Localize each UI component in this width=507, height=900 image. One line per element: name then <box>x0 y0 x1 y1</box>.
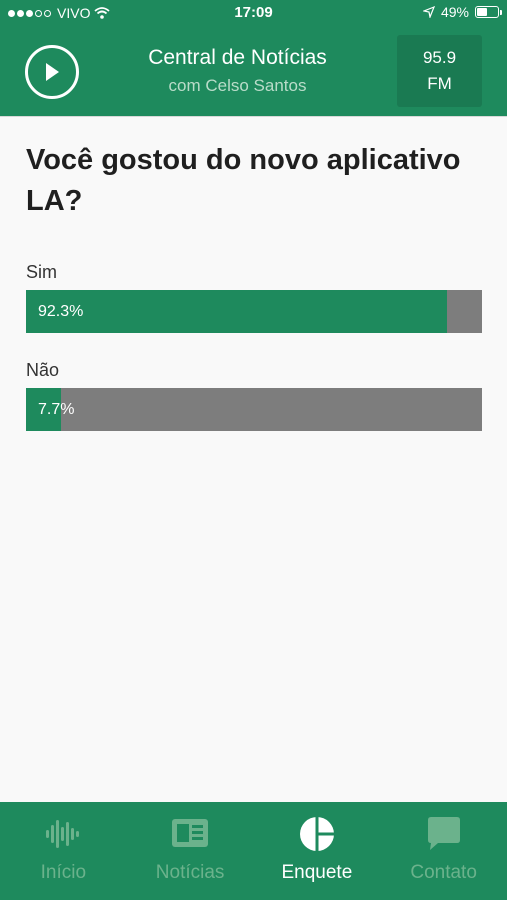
battery-percent: 49% <box>440 4 469 20</box>
tab-label: Notícias <box>155 862 225 883</box>
tab-inicio[interactable]: Início <box>0 802 127 900</box>
result-percent: 92.3% <box>38 303 84 320</box>
battery-icon <box>475 6 502 18</box>
location-arrow-icon <box>422 6 435 18</box>
poll: Você gostou do novo aplicativo LA? Sim 9… <box>26 140 482 431</box>
result-bar-fill <box>26 290 447 333</box>
result-bar: 92.3% <box>26 290 482 333</box>
station-info: Central de Notícias com Celso Santos <box>100 44 375 100</box>
tab-bar: Início Notícias Enquete Contato <box>0 802 507 900</box>
poll-option-nao: Não 7.7% <box>26 358 482 431</box>
frequency-band: FM <box>427 74 452 93</box>
tab-noticias[interactable]: Notícias <box>127 802 254 900</box>
wifi-icon <box>94 7 111 19</box>
program-title: Central de Notícias <box>148 46 327 69</box>
tab-label: Enquete <box>281 862 353 883</box>
frequency-value: 95.9 <box>422 48 457 67</box>
result-bar-fill <box>26 388 62 431</box>
result-bar: 7.7% <box>26 388 482 431</box>
option-label: Não <box>26 360 60 380</box>
program-host: com Celso Santos <box>168 76 307 95</box>
newspaper-icon <box>172 819 209 847</box>
tab-label: Início <box>40 862 87 883</box>
status-right: 49% <box>422 4 502 20</box>
status-bar: VIVO 17:09 49% <box>0 0 507 26</box>
frequency-badge: 95.9 FM <box>397 35 482 107</box>
result-percent: 7.7% <box>38 401 75 418</box>
option-label: Sim <box>26 262 57 282</box>
app-header: VIVO 17:09 49% Central de Notícias com C… <box>0 0 507 117</box>
waveform-icon <box>46 820 80 848</box>
poll-question: Você gostou do novo aplicativo LA? <box>26 144 461 217</box>
play-button[interactable] <box>25 45 79 99</box>
signal-strength-icon <box>8 9 51 17</box>
chat-bubble-icon <box>427 817 460 850</box>
play-icon <box>46 63 59 81</box>
poll-option-sim: Sim 92.3% <box>26 260 482 333</box>
pie-chart-icon <box>299 817 334 851</box>
tab-enquete[interactable]: Enquete <box>254 802 381 900</box>
status-time: 17:09 <box>234 4 273 21</box>
carrier-name: VIVO <box>57 5 91 21</box>
tab-label: Contato <box>410 862 477 883</box>
battery-level <box>477 8 487 16</box>
tab-contato[interactable]: Contato <box>380 802 507 900</box>
carrier-info: VIVO <box>8 5 111 21</box>
